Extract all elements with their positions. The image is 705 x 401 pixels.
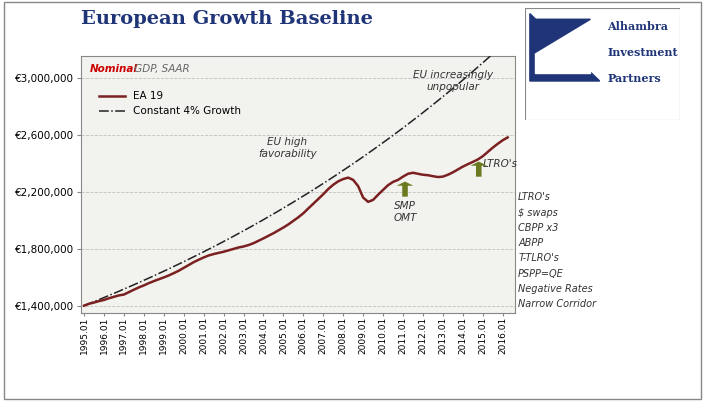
Text: European Growth Baseline: European Growth Baseline xyxy=(81,10,373,28)
Text: Partners: Partners xyxy=(608,73,661,84)
Legend: EA 19, Constant 4% Growth: EA 19, Constant 4% Growth xyxy=(95,87,245,121)
Text: LTRO's: LTRO's xyxy=(483,159,517,169)
Text: Nominal: Nominal xyxy=(90,64,137,74)
Polygon shape xyxy=(534,19,590,73)
Text: $ swaps: $ swaps xyxy=(518,208,558,218)
Polygon shape xyxy=(530,14,600,81)
Text: EU increasingly
unpopular: EU increasingly unpopular xyxy=(413,70,493,92)
Text: PSPP=QE: PSPP=QE xyxy=(518,269,564,279)
Text: Investment: Investment xyxy=(608,47,678,58)
Text: Alhambra: Alhambra xyxy=(608,22,668,32)
Text: ABPP: ABPP xyxy=(518,238,544,248)
Text: CBPP x3: CBPP x3 xyxy=(518,223,558,233)
Text: LTRO's: LTRO's xyxy=(518,192,551,203)
Text: T-TLRO's: T-TLRO's xyxy=(518,253,559,263)
Text: Narrow Corridor: Narrow Corridor xyxy=(518,299,596,309)
Polygon shape xyxy=(534,19,590,53)
Text: SMP
OMT: SMP OMT xyxy=(393,201,417,223)
FancyBboxPatch shape xyxy=(525,8,680,120)
Text: GDP, SAAR: GDP, SAAR xyxy=(131,64,190,74)
Text: Negative Rates: Negative Rates xyxy=(518,284,593,294)
Bar xyxy=(530,14,600,81)
Text: EU high
favorability: EU high favorability xyxy=(258,137,317,159)
